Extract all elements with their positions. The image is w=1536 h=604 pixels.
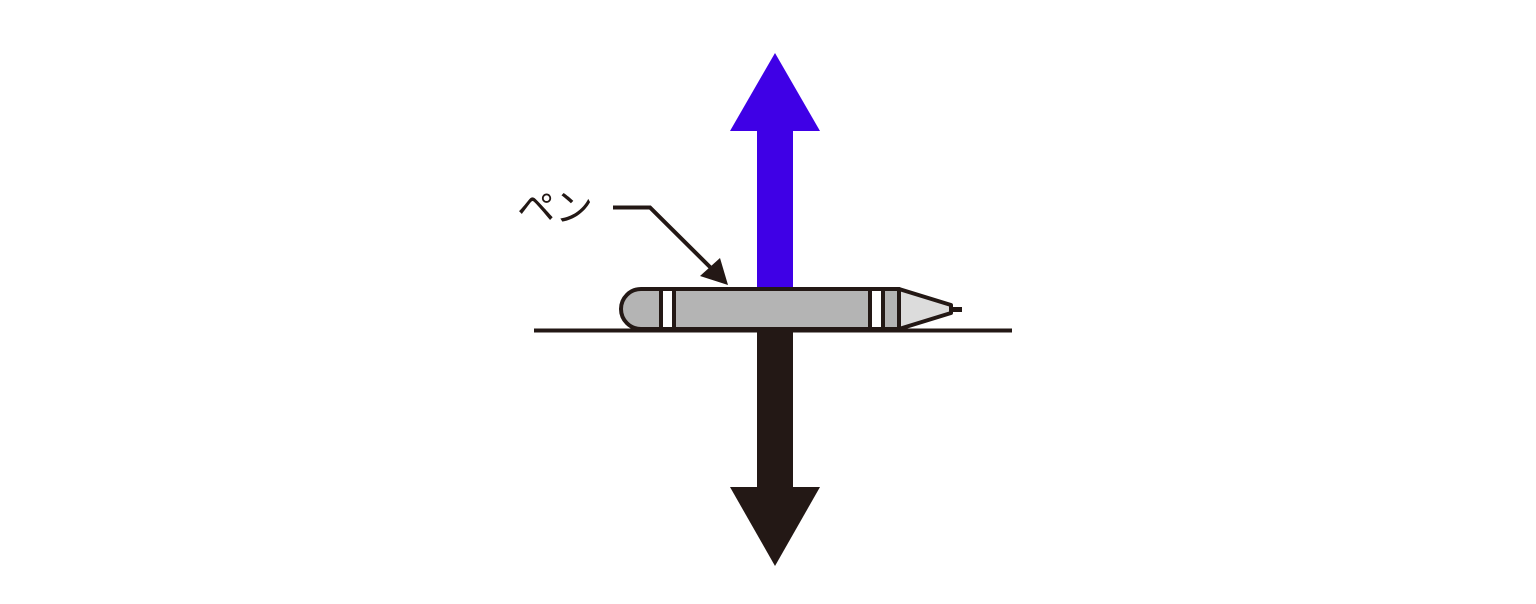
downward-force-arrow bbox=[730, 330, 820, 566]
downward-arrow-shaft bbox=[757, 330, 793, 490]
upward-arrow-shaft bbox=[757, 130, 793, 290]
pen-icon bbox=[619, 287, 962, 331]
leader-line bbox=[613, 205, 716, 273]
pen-tip-cone bbox=[897, 287, 953, 331]
upward-arrow-head bbox=[730, 53, 820, 131]
leader-arrow-icon bbox=[613, 205, 728, 285]
pen-band-left bbox=[659, 287, 676, 331]
upward-force-arrow bbox=[730, 53, 820, 290]
leader-arrow-head bbox=[700, 258, 728, 285]
pen-body bbox=[619, 287, 901, 331]
pen-label: ペン bbox=[517, 186, 593, 230]
pen-band-right bbox=[868, 287, 885, 331]
downward-arrow-head bbox=[730, 487, 820, 566]
